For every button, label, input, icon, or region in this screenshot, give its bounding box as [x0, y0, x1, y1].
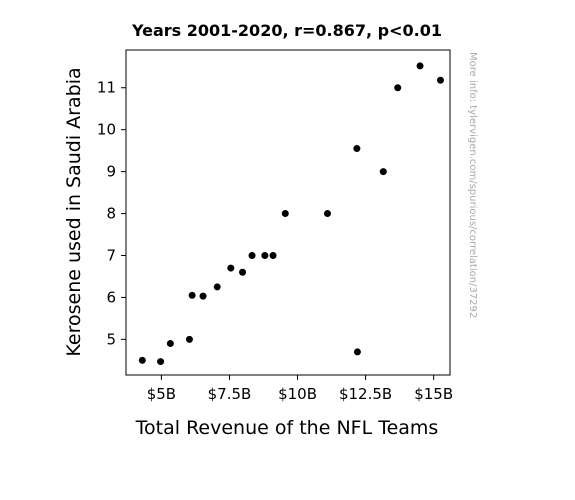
data-point: [213, 283, 221, 291]
data-point: [416, 62, 424, 70]
x-tick-label: $12.5B: [339, 385, 392, 403]
y-tick-label: 6: [106, 288, 116, 306]
x-tick-label: $10B: [278, 385, 317, 403]
x-tick-label: $7.5B: [208, 385, 252, 403]
data-point: [166, 340, 174, 348]
y-tick-label: 10: [97, 121, 116, 139]
chart-title: Years 2001-2020, r=0.867, p<0.01: [131, 21, 442, 40]
data-point: [261, 251, 269, 259]
data-point: [269, 251, 277, 259]
data-point: [157, 358, 165, 366]
x-tick-label: $15B: [414, 385, 453, 403]
data-point: [379, 168, 387, 176]
y-tick-label: 5: [106, 330, 116, 348]
data-point: [281, 210, 289, 218]
data-point: [239, 268, 247, 276]
data-point: [199, 292, 207, 300]
data-point: [394, 84, 402, 92]
y-axis: 5 6 7 8 9 10 11: [97, 79, 126, 348]
data-point: [138, 356, 146, 364]
y-tick-label: 11: [97, 79, 116, 97]
y-tick-label: 8: [106, 205, 116, 223]
y-tick-label: 9: [106, 163, 116, 181]
data-point: [248, 251, 256, 259]
x-axis: $5B $7.5B $10B $12.5B $15B: [147, 375, 453, 403]
data-point: [188, 291, 196, 299]
x-axis-label: Total Revenue of the NFL Teams: [135, 417, 439, 439]
x-tick-label: $5B: [147, 385, 176, 403]
data-point: [436, 76, 444, 84]
y-axis-label: Kerosene used in Saudi Arabia: [63, 67, 85, 356]
data-points: [138, 62, 444, 366]
data-point: [323, 210, 331, 218]
data-point: [185, 335, 193, 343]
data-point: [353, 348, 361, 356]
plot-area: [125, 49, 451, 376]
data-point: [353, 145, 361, 153]
data-point: [227, 264, 235, 272]
y-tick-label: 7: [106, 246, 116, 264]
watermark-text: More info: tylervigen.com/spurious/corre…: [467, 52, 478, 318]
